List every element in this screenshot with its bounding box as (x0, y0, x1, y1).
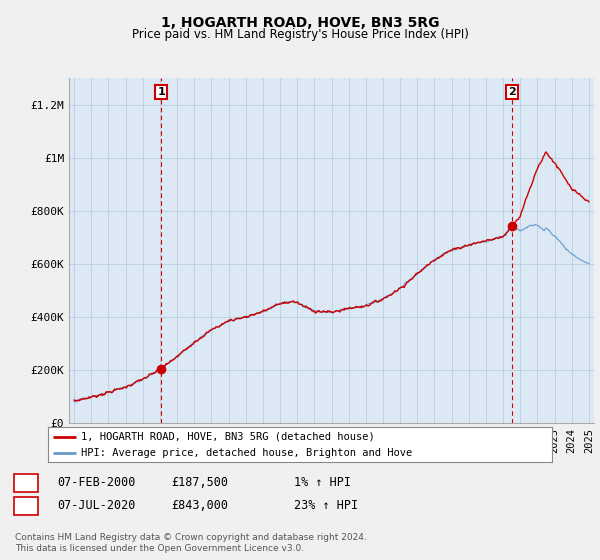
Text: 2: 2 (23, 499, 30, 512)
Text: 1: 1 (23, 476, 30, 489)
Text: 23% ↑ HPI: 23% ↑ HPI (294, 499, 358, 512)
Text: 1, HOGARTH ROAD, HOVE, BN3 5RG (detached house): 1, HOGARTH ROAD, HOVE, BN3 5RG (detached… (81, 432, 374, 442)
Text: 1: 1 (157, 87, 165, 97)
Text: 1% ↑ HPI: 1% ↑ HPI (294, 476, 351, 489)
Text: 07-FEB-2000: 07-FEB-2000 (57, 476, 136, 489)
Text: HPI: Average price, detached house, Brighton and Hove: HPI: Average price, detached house, Brig… (81, 447, 412, 458)
Text: £187,500: £187,500 (171, 476, 228, 489)
Text: 2: 2 (508, 87, 515, 97)
Text: 1, HOGARTH ROAD, HOVE, BN3 5RG: 1, HOGARTH ROAD, HOVE, BN3 5RG (161, 16, 439, 30)
Text: 07-JUL-2020: 07-JUL-2020 (57, 499, 136, 512)
Text: £843,000: £843,000 (171, 499, 228, 512)
Text: Price paid vs. HM Land Registry's House Price Index (HPI): Price paid vs. HM Land Registry's House … (131, 28, 469, 41)
Text: Contains HM Land Registry data © Crown copyright and database right 2024.
This d: Contains HM Land Registry data © Crown c… (15, 533, 367, 553)
